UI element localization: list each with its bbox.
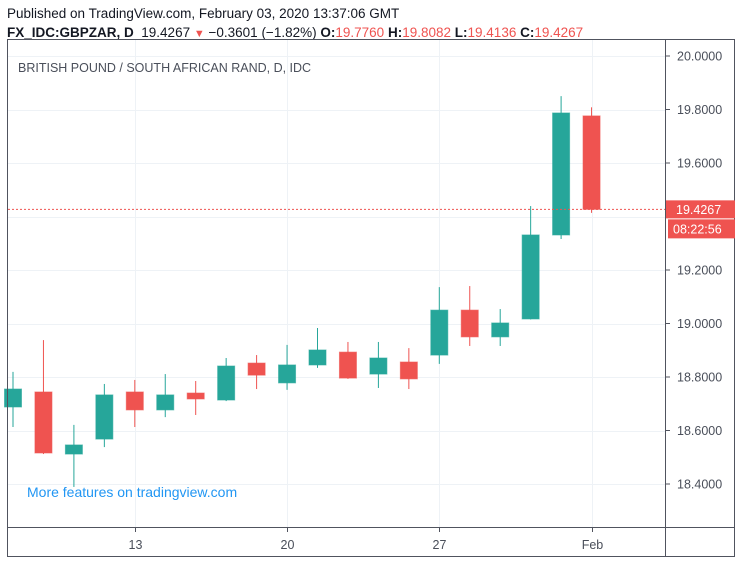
candle[interactable] (34, 340, 53, 455)
price-change: −0.3601 (−1.82%) (208, 25, 317, 40)
candle-body (247, 362, 266, 376)
x-tick-label: 13 (129, 538, 143, 552)
published-note: Published on TradingView.com, February 0… (7, 6, 400, 21)
candle[interactable] (338, 341, 357, 379)
candle-body (552, 112, 571, 236)
y-tick-label: 19.2000 (677, 264, 722, 278)
candle[interactable] (430, 287, 449, 364)
candle[interactable] (460, 286, 479, 346)
candle-body (125, 391, 144, 411)
close-value: 19.4267 (534, 25, 584, 40)
candle-body (186, 392, 205, 400)
pane-title: BRITISH POUND / SOUTH AFRICAN RAND, D, I… (18, 61, 311, 75)
candle[interactable] (399, 348, 418, 390)
candle[interactable] (491, 309, 510, 346)
watermark-link[interactable]: More features on tradingview.com (27, 484, 237, 500)
candle-body (95, 394, 114, 440)
high-label: H: (387, 25, 403, 40)
y-tick-label: 19.6000 (677, 157, 722, 171)
candle[interactable] (369, 341, 388, 388)
candle[interactable] (217, 358, 236, 402)
countdown-label: 08:22:56 (673, 222, 722, 236)
candle[interactable] (308, 328, 327, 368)
candle[interactable] (186, 381, 205, 415)
candle-body (491, 322, 510, 338)
candle[interactable] (64, 424, 83, 487)
candle-body (399, 361, 418, 380)
candle-body (64, 444, 83, 455)
candle-body (156, 394, 175, 411)
low-label: L: (454, 25, 468, 40)
candle[interactable] (156, 374, 175, 418)
candle-body (582, 115, 601, 210)
candle-body (34, 391, 53, 454)
x-tick-label: Feb (582, 538, 604, 552)
open-label: O: (320, 25, 336, 40)
candle-body (338, 351, 357, 379)
candle[interactable] (125, 379, 144, 428)
candle-body (278, 364, 297, 384)
candle[interactable] (247, 355, 266, 390)
close-label: C: (520, 25, 535, 40)
candle[interactable] (552, 96, 571, 239)
candle[interactable] (4, 371, 22, 428)
low-value: 19.4136 (467, 25, 517, 40)
time-axis[interactable]: 13 20 27 Feb (129, 527, 604, 552)
candle-body (430, 309, 449, 356)
open-value: 19.7760 (335, 25, 385, 40)
candle[interactable] (582, 107, 601, 213)
candle-body (4, 388, 22, 408)
y-tick-label: 19.8000 (677, 103, 722, 117)
candle-body (308, 349, 327, 366)
last-price: 19.4267 (141, 25, 191, 40)
candles (4, 96, 601, 487)
candle-body (460, 309, 479, 338)
chart-frame (7, 39, 735, 557)
candle[interactable] (521, 206, 540, 320)
y-tick-label: 18.6000 (677, 424, 722, 438)
last-price-label: 19.4267 (676, 203, 721, 217)
candle-body (521, 234, 540, 320)
y-tick-label: 18.4000 (677, 478, 722, 492)
countdown-box (668, 219, 735, 239)
y-tick-label: 19.0000 (677, 317, 722, 331)
candle-body (369, 357, 388, 375)
candle-body (217, 365, 236, 401)
candle[interactable] (95, 383, 114, 448)
candle[interactable] (278, 344, 297, 390)
x-tick-label: 20 (281, 538, 295, 552)
last-price-label-box (666, 200, 735, 219)
y-tick-label: 20.0000 (677, 50, 722, 64)
down-triangle-icon: ▼ (193, 28, 205, 40)
x-tick-label: 27 (433, 538, 447, 552)
price-axis[interactable]: 20.0000 19.8000 19.6000 19.2000 19.0000 18.80… (665, 50, 722, 492)
high-value: 19.8082 (402, 25, 452, 40)
y-tick-label: 18.8000 (677, 371, 722, 385)
symbol-legend: FX_IDC:GBPZAR, D 19.4267 ▼ −0.3601 (−1.8… (7, 25, 583, 40)
symbol-name[interactable]: FX_IDC:GBPZAR, D (7, 25, 134, 40)
